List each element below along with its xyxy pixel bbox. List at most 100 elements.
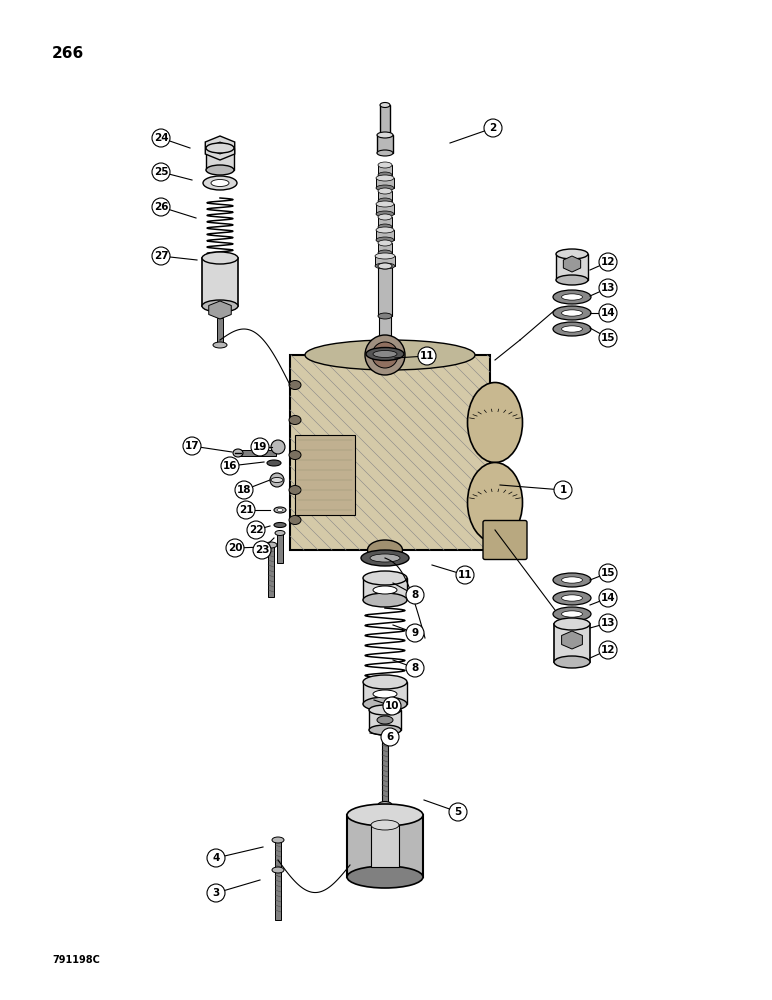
Ellipse shape	[370, 554, 400, 562]
Ellipse shape	[561, 326, 582, 332]
Ellipse shape	[211, 180, 229, 186]
Circle shape	[599, 329, 617, 347]
Ellipse shape	[378, 313, 392, 319]
Ellipse shape	[363, 593, 407, 607]
Bar	[369, 710, 401, 730]
Bar	[382, 740, 388, 805]
Ellipse shape	[561, 294, 582, 300]
Circle shape	[253, 541, 271, 559]
Circle shape	[381, 728, 399, 746]
Polygon shape	[205, 136, 235, 160]
Ellipse shape	[275, 530, 285, 536]
Circle shape	[372, 342, 398, 368]
Ellipse shape	[376, 237, 394, 243]
Bar	[268, 545, 274, 597]
Ellipse shape	[378, 240, 392, 246]
Ellipse shape	[376, 211, 394, 217]
Text: 15: 15	[601, 333, 615, 343]
Text: 11: 11	[458, 570, 472, 580]
Ellipse shape	[373, 690, 397, 698]
Text: 12: 12	[601, 645, 615, 655]
Ellipse shape	[347, 866, 423, 888]
Text: 26: 26	[154, 202, 168, 212]
Text: 791198C: 791198C	[52, 955, 100, 965]
Ellipse shape	[561, 595, 582, 601]
Bar	[376, 230, 394, 240]
Ellipse shape	[376, 201, 394, 207]
Ellipse shape	[376, 175, 394, 181]
Bar	[556, 254, 588, 280]
Bar	[375, 256, 395, 266]
Text: 10: 10	[384, 701, 399, 711]
Text: 16: 16	[223, 461, 237, 471]
Ellipse shape	[371, 820, 399, 830]
Circle shape	[271, 440, 285, 454]
Circle shape	[406, 659, 424, 677]
Ellipse shape	[289, 416, 301, 424]
Bar	[238, 450, 276, 456]
Ellipse shape	[468, 462, 523, 542]
Text: 20: 20	[228, 543, 242, 553]
Text: 15: 15	[601, 568, 615, 578]
Ellipse shape	[265, 542, 277, 548]
Circle shape	[152, 163, 170, 181]
Text: 8: 8	[411, 663, 418, 673]
Ellipse shape	[377, 716, 393, 724]
Ellipse shape	[206, 143, 234, 153]
Ellipse shape	[366, 348, 404, 360]
Bar	[378, 165, 392, 175]
Bar	[217, 318, 223, 343]
Circle shape	[152, 129, 170, 147]
Text: 12: 12	[601, 257, 615, 267]
Ellipse shape	[289, 486, 301, 494]
Ellipse shape	[203, 176, 237, 190]
Bar	[380, 105, 390, 135]
Ellipse shape	[233, 449, 243, 457]
Ellipse shape	[289, 380, 301, 389]
Text: 9: 9	[411, 628, 418, 638]
Ellipse shape	[378, 224, 392, 230]
Text: 1: 1	[560, 485, 567, 495]
Bar	[295, 435, 355, 515]
Text: 21: 21	[239, 505, 253, 515]
Bar	[378, 217, 392, 227]
Circle shape	[599, 641, 617, 659]
Ellipse shape	[271, 478, 283, 483]
Circle shape	[456, 566, 474, 584]
Text: 17: 17	[185, 441, 199, 451]
Circle shape	[599, 614, 617, 632]
Polygon shape	[561, 631, 582, 649]
Text: 13: 13	[601, 283, 615, 293]
Ellipse shape	[213, 342, 227, 348]
Bar	[377, 135, 393, 153]
Ellipse shape	[373, 351, 397, 358]
Text: 8: 8	[411, 590, 418, 600]
Circle shape	[599, 253, 617, 271]
Ellipse shape	[553, 306, 591, 320]
Bar	[378, 191, 392, 201]
Text: 3: 3	[212, 888, 219, 898]
FancyBboxPatch shape	[483, 520, 527, 560]
Bar	[554, 624, 590, 662]
Circle shape	[599, 564, 617, 582]
Text: 19: 19	[252, 442, 267, 452]
Bar	[376, 204, 394, 214]
Circle shape	[226, 539, 244, 557]
Circle shape	[237, 501, 255, 519]
Ellipse shape	[373, 586, 397, 594]
Text: 14: 14	[601, 593, 615, 603]
Ellipse shape	[347, 804, 423, 826]
Circle shape	[152, 198, 170, 216]
Text: 266: 266	[52, 46, 84, 61]
Ellipse shape	[289, 516, 301, 524]
Circle shape	[207, 884, 225, 902]
Text: 6: 6	[386, 732, 394, 742]
Ellipse shape	[378, 162, 392, 168]
Bar	[376, 178, 394, 188]
Ellipse shape	[274, 507, 286, 513]
Ellipse shape	[375, 263, 395, 269]
Ellipse shape	[556, 275, 588, 285]
Polygon shape	[564, 256, 581, 272]
Ellipse shape	[369, 725, 401, 735]
Ellipse shape	[202, 300, 238, 312]
